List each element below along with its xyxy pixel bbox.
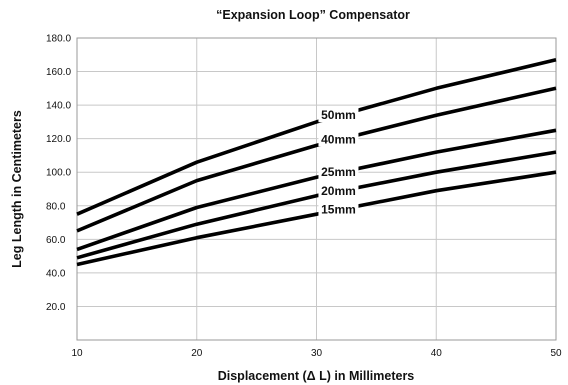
y-tick-label: 20.0 (46, 302, 66, 313)
y-tick-label: 40.0 (46, 268, 66, 279)
y-tick-label: 180.0 (46, 34, 71, 45)
series-label-bg (318, 164, 359, 180)
x-tick-label: 10 (71, 348, 83, 359)
x-axis-title: Displacement (Δ L) in Millimeters (218, 369, 415, 383)
series-label-20mm: 20mm (321, 184, 356, 198)
series-label-bg (318, 107, 359, 123)
series-label-bg (318, 201, 359, 217)
x-tick-label: 30 (311, 348, 323, 359)
series-label-40mm: 40mm (321, 132, 356, 146)
series-line-25mm (76, 128, 557, 252)
chart-title: “Expansion Loop” Compensator (216, 8, 410, 22)
series-labels: 50mm 40mm 25mm 20mm 15mm (318, 107, 359, 217)
plot-frame (76, 37, 557, 341)
x-tick-label: 20 (191, 348, 203, 359)
y-tick-label: 160.0 (46, 67, 71, 78)
x-axis-ticks: 10 20 30 40 50 (71, 348, 562, 359)
y-axis-title: Leg Length in Centimeters (10, 110, 24, 268)
x-tick-label: 40 (431, 348, 443, 359)
series-label-15mm: 15mm (321, 202, 356, 216)
series-line-15mm (76, 170, 557, 267)
y-tick-label: 140.0 (46, 101, 71, 112)
y-axis-ticks: 20.0 40.0 60.0 80.0 100.0 120.0 140.0 160.0 180.… (46, 34, 71, 313)
series-lines (76, 58, 557, 267)
y-tick-label: 60.0 (46, 235, 66, 246)
series-label-50mm: 50mm (321, 108, 356, 122)
series-line-20mm (76, 150, 557, 260)
series-label-bg (318, 131, 359, 147)
y-tick-label: 80.0 (46, 201, 66, 212)
y-tick-label: 120.0 (46, 134, 71, 145)
grid (76, 37, 557, 340)
series-line-40mm (76, 86, 557, 233)
series-label-25mm: 25mm (321, 165, 356, 179)
x-tick-label: 50 (550, 348, 562, 359)
series-label-bg (318, 183, 359, 199)
series-line-50mm (76, 58, 557, 216)
y-tick-label: 100.0 (46, 168, 71, 179)
